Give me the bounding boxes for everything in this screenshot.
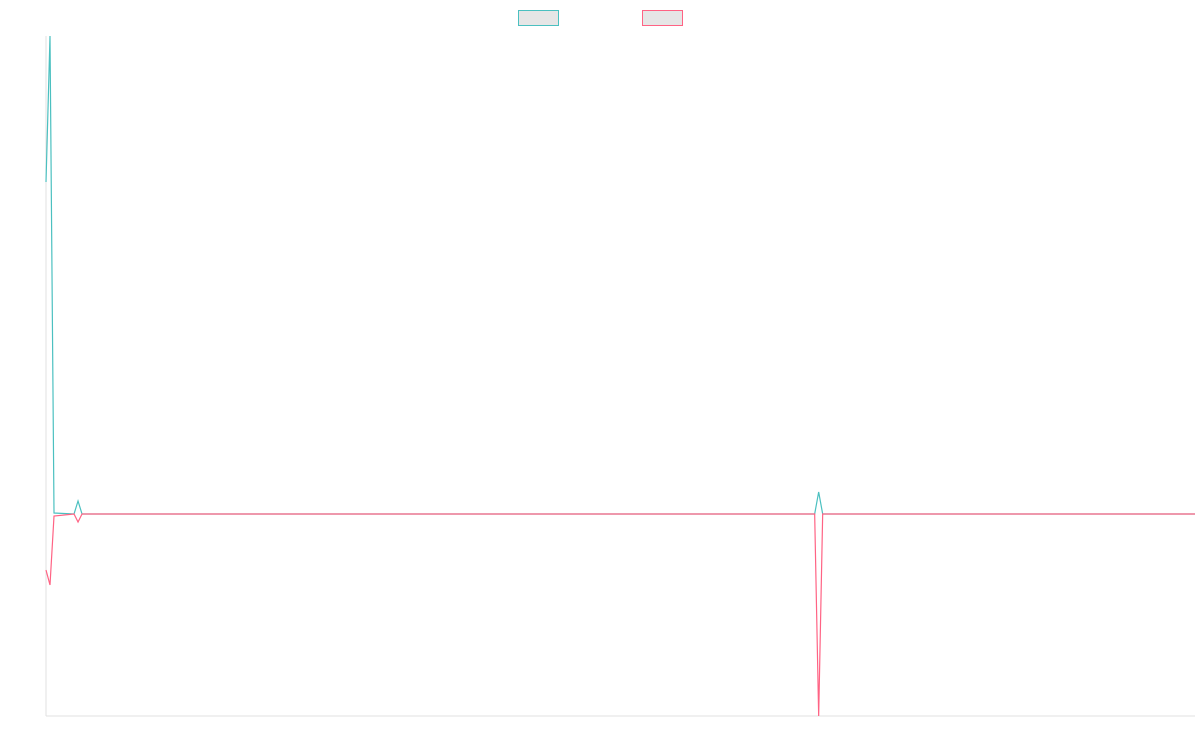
legend-swatch[interactable] bbox=[642, 10, 683, 26]
line-series bbox=[45, 35, 1195, 515]
line-series bbox=[45, 513, 1195, 717]
legend-swatch[interactable] bbox=[518, 10, 559, 26]
